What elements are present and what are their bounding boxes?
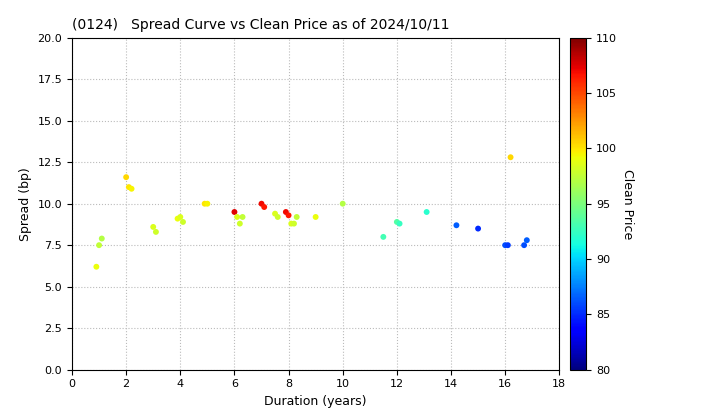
Point	[518, 242, 530, 249]
Point	[286, 220, 297, 227]
Point	[521, 237, 533, 244]
Point	[96, 235, 107, 242]
X-axis label: Duration (years): Duration (years)	[264, 395, 367, 408]
Point	[150, 228, 162, 235]
Point	[500, 242, 511, 249]
Y-axis label: Spread (bp): Spread (bp)	[19, 167, 32, 241]
Point	[91, 263, 102, 270]
Point	[394, 220, 405, 227]
Point	[505, 154, 516, 160]
Point	[451, 222, 462, 228]
Point	[231, 214, 243, 220]
Point	[283, 212, 294, 219]
Point	[472, 225, 484, 232]
Point	[258, 204, 270, 210]
Point	[123, 184, 135, 190]
Point	[237, 214, 248, 220]
Point	[148, 223, 159, 230]
Point	[377, 234, 389, 240]
Point	[291, 214, 302, 220]
Point	[177, 218, 189, 225]
Point	[199, 200, 210, 207]
Point	[174, 214, 186, 220]
Point	[256, 200, 267, 207]
Point	[120, 174, 132, 181]
Point	[502, 242, 513, 249]
Point	[126, 185, 138, 192]
Point	[337, 200, 348, 207]
Point	[94, 242, 105, 249]
Point	[172, 215, 184, 222]
Point	[310, 214, 321, 220]
Point	[234, 220, 246, 227]
Point	[421, 209, 433, 215]
Point	[280, 209, 292, 215]
Point	[269, 210, 281, 217]
Point	[288, 220, 300, 227]
Point	[229, 209, 240, 215]
Point	[272, 214, 284, 220]
Point	[391, 218, 402, 225]
Text: (0124)   Spread Curve vs Clean Price as of 2024/10/11: (0124) Spread Curve vs Clean Price as of…	[72, 18, 449, 32]
Y-axis label: Clean Price: Clean Price	[621, 168, 634, 239]
Point	[202, 200, 213, 207]
